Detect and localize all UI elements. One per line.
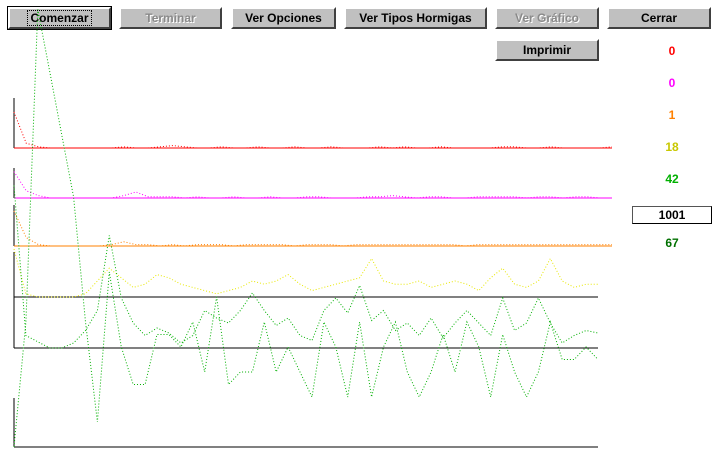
terminar-button[interactable]: Terminar [119, 7, 222, 29]
ver-opciones-button[interactable]: Ver Opciones [231, 7, 336, 29]
counter-2: 1 [668, 108, 676, 122]
ver-grafico-button[interactable]: Ver Gráfico [495, 7, 599, 29]
counter-1: 0 [668, 76, 676, 90]
series-line-5 [13, 9, 599, 448]
cerrar-button[interactable]: Cerrar [607, 7, 711, 29]
series-line-2 [13, 210, 612, 247]
ver-tipos-hormigas-button[interactable]: Ver Tipos Hormigas [344, 7, 487, 29]
counter-4: 42 [665, 172, 679, 186]
series-line-1 [13, 171, 612, 199]
counter-6: 67 [665, 236, 679, 250]
series-line-3 [13, 248, 598, 298]
imprimir-button[interactable]: Imprimir [495, 39, 599, 61]
comenzar-button[interactable]: Comenzar [7, 6, 112, 30]
counter-5: 1001 [632, 206, 712, 224]
series-line-0 [13, 111, 613, 149]
series-line-4 [13, 185, 599, 349]
counter-0: 0 [668, 44, 676, 58]
counter-3: 18 [665, 140, 679, 154]
